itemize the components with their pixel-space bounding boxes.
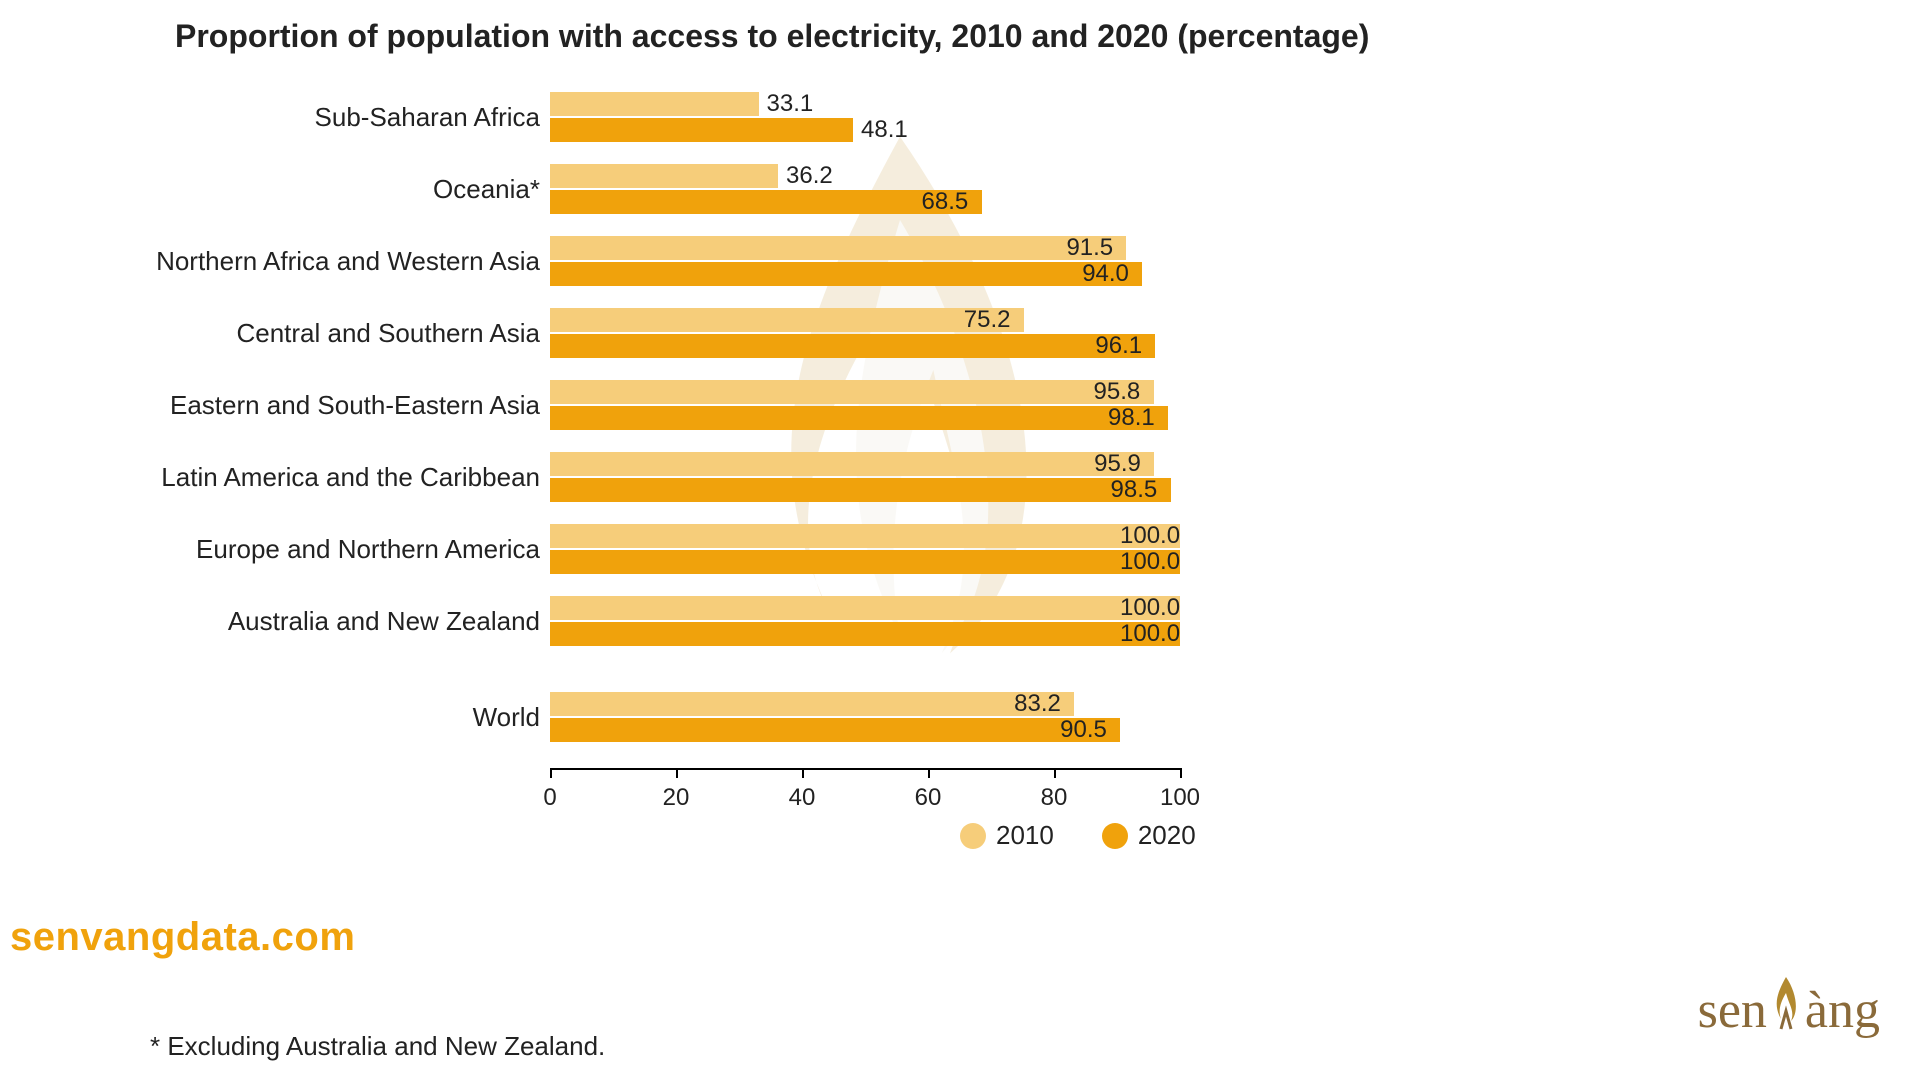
bar-2020 [550,118,853,142]
bar-value-2010: 100.0 [1120,594,1180,622]
brand-logo: sen àng [1698,971,1880,1040]
bar-2010 [550,452,1154,476]
bar-value-2020: 94.0 [1082,260,1129,288]
footnote: * Excluding Australia and New Zealand. [150,1031,605,1062]
chart-row: Oceania* 36.2 68.5 [120,162,1200,220]
category-label: Australia and New Zealand [228,606,540,637]
chart-row: Northern Africa and Western Asia 91.594.0 [120,234,1200,292]
bar-value-2020: 48.1 [861,116,908,144]
x-axis-tick [676,768,678,778]
x-axis-tick [1054,768,1056,778]
bar-2010 [550,164,778,188]
bar-value-2020: 68.5 [922,188,969,216]
bar-2010 [550,524,1180,548]
bar-chart: Sub-Saharan Africa 33.1 48.1 Oceania* 36.2 68… [120,90,1200,868]
category-label: Oceania* [433,174,540,205]
bar-value-2010: 95.8 [1094,378,1141,406]
x-axis-line [550,768,1180,770]
legend: 2010 2020 [960,820,1196,851]
bar-value-2010: 33.1 [767,90,814,118]
chart-row: World 83.290.5 [120,690,1200,748]
bar-value-2010: 36.2 [786,162,833,190]
x-axis-tick-label: 60 [915,784,942,812]
legend-label: 2010 [996,820,1054,851]
chart-title: Proportion of population with access to … [175,18,1369,55]
category-label: Eastern and South-Eastern Asia [170,390,540,421]
legend-swatch [1102,823,1128,849]
category-label: Northern Africa and Western Asia [156,246,540,277]
brand-flame-icon [1769,975,1803,1044]
x-axis-tick [1180,768,1182,778]
bar-value-2010: 91.5 [1066,234,1113,262]
bar-value-2020: 100.0 [1120,548,1180,576]
x-axis-tick [928,768,930,778]
bar-2020 [550,718,1120,742]
bar-value-2020: 98.5 [1111,476,1158,504]
bar-value-2020: 98.1 [1108,404,1155,432]
bar-2020 [550,550,1180,574]
bar-2010 [550,596,1180,620]
x-axis-tick-label: 100 [1160,784,1200,812]
bar-2020 [550,406,1168,430]
brand-post: àng [1805,981,1880,1040]
brand-pre: sen [1698,981,1767,1040]
category-label: Central and Southern Asia [236,318,540,349]
chart-row: Central and Southern Asia 75.2 96.1 [120,306,1200,364]
chart-row: Australia and New Zealand 100.0100.0 [120,594,1200,652]
watermark-url: senvangdata.com [10,915,355,960]
bar-2010 [550,92,759,116]
bar-value-2020: 100.0 [1120,620,1180,648]
category-label: Sub-Saharan Africa [315,102,540,133]
bar-value-2010: 75.2 [964,306,1011,334]
bar-2020 [550,622,1180,646]
bar-2020 [550,478,1171,502]
legend-item: 2010 [960,820,1054,851]
bar-2020 [550,334,1155,358]
chart-row: Eastern and South-Eastern Asia 95.898.1 [120,378,1200,436]
bar-2020 [550,190,982,214]
chart-row: Europe and Northern America 100.0100.0 [120,522,1200,580]
x-axis-tick [550,768,552,778]
bar-2010 [550,380,1154,404]
bar-value-2010: 95.9 [1094,450,1141,478]
bar-2010 [550,236,1126,260]
bar-2010 [550,308,1024,332]
legend-label: 2020 [1138,820,1196,851]
bar-value-2010: 100.0 [1120,522,1180,550]
chart-row: Latin America and the Caribbean 95.998.5 [120,450,1200,508]
category-label: Latin America and the Caribbean [161,462,540,493]
legend-swatch [960,823,986,849]
bar-2020 [550,262,1142,286]
bar-2010 [550,692,1074,716]
x-axis-tick-label: 80 [1041,784,1068,812]
x-axis-tick-label: 20 [663,784,690,812]
chart-row: Sub-Saharan Africa 33.1 48.1 [120,90,1200,148]
x-axis-tick [802,768,804,778]
x-axis-tick-label: 0 [543,784,556,812]
bar-value-2020: 96.1 [1095,332,1142,360]
x-axis-tick-label: 40 [789,784,816,812]
bar-value-2020: 90.5 [1060,716,1107,744]
bar-value-2010: 83.2 [1014,690,1061,718]
category-label: Europe and Northern America [196,534,540,565]
category-label: World [473,702,540,733]
legend-item: 2020 [1102,820,1196,851]
